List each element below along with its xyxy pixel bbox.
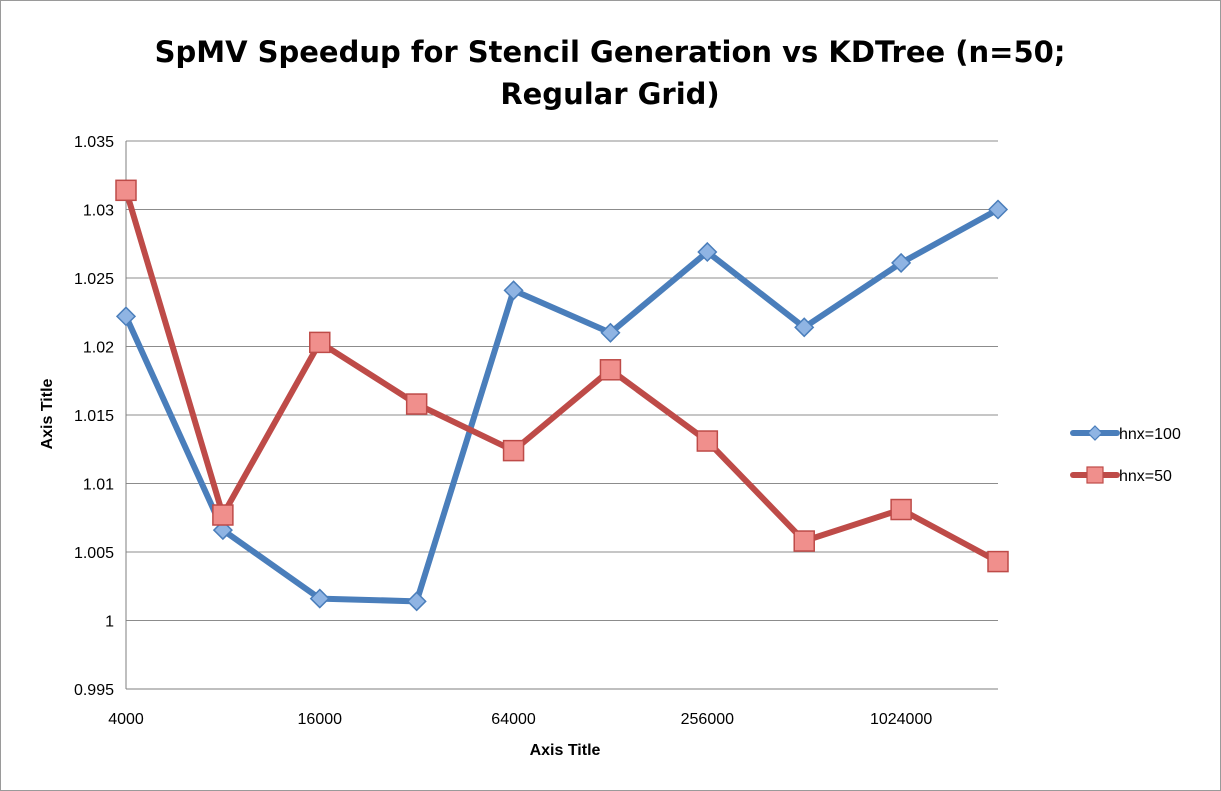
data-point-hnx=50 [987,550,1009,573]
data-point-hnx=100 [503,280,524,301]
series-line-hnx=100 [123,206,1001,605]
data-point-hnx=100 [987,199,1009,220]
legend-marker [1087,425,1103,441]
y-tick-label: 1.015 [74,408,114,425]
y-tick-label: 1 [105,614,114,631]
x-tick-label: 16000 [298,711,343,728]
data-point-hnx=100 [406,591,427,612]
legend-label: hnx=100 [1119,426,1181,443]
data-point-hnx=100 [309,588,330,609]
y-axis-title: Axis Title [39,378,56,449]
y-tick-label: 1.01 [83,477,114,494]
data-point-hnx=50 [115,179,137,202]
x-tick-label: 1024000 [870,711,932,728]
y-tick-label: 1.035 [74,134,114,151]
x-tick-label: 4000 [108,711,144,728]
chart-title-line2: Regular Grid) [500,77,719,111]
data-point-hnx=50 [502,439,525,462]
series-group [115,179,1009,612]
data-point-hnx=50 [212,504,234,526]
data-point-hnx=100 [794,317,815,338]
data-point-hnx=50 [890,498,912,521]
y-tick-label: 1.03 [83,203,114,220]
x-tick-label: 256000 [681,711,734,728]
y-tick-label: 1.025 [74,271,114,288]
data-point-hnx=50 [309,331,331,354]
data-point-hnx=100 [697,241,718,263]
x-tick-labels: 4000 16000 64000 256000 1024000 [108,711,932,728]
x-axis-title: Axis Title [530,742,601,759]
data-point-hnx=50 [405,393,428,415]
y-tick-labels: 0.995 1 1.005 1.01 1.015 1.02 1.025 1.03 1.035 [74,134,114,699]
data-point-hnx=50 [696,430,719,452]
data-point-hnx=50 [793,530,815,552]
chart-title: SpMV Speedup for Stencil Generation vs K… [155,35,1066,69]
data-point-hnx=100 [891,252,912,273]
x-tick-label: 64000 [491,711,536,728]
legend: hnx=100 hnx=50 [1070,425,1181,485]
data-point-hnx=50 [599,359,622,381]
legend-marker [1086,466,1104,484]
data-point-hnx=100 [115,306,137,327]
y-tick-label: 0.995 [74,682,114,699]
gridlines [125,140,998,690]
data-point-hnx=100 [600,322,621,343]
y-tick-label: 1.02 [83,340,114,357]
series-line-hnx=50 [123,187,1001,565]
legend-label: hnx=50 [1119,468,1172,485]
y-tick-label: 1.005 [74,545,114,562]
